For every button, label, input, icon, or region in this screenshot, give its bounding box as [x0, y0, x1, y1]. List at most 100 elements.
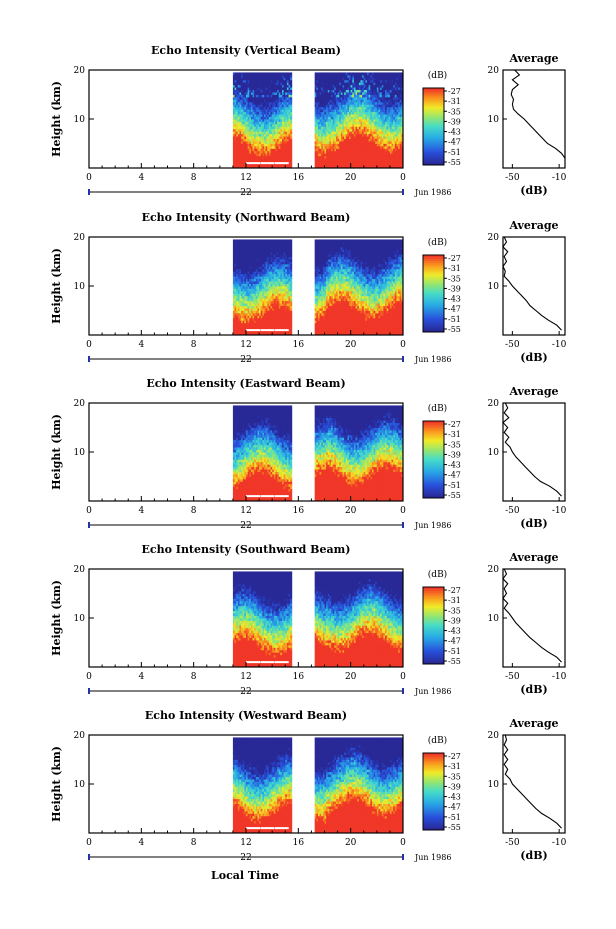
heatmap-cell	[250, 79, 253, 83]
heatmap-cell	[244, 163, 247, 166]
heatmap-cell	[267, 79, 270, 83]
heatmap-cell	[254, 121, 257, 125]
heatmap-cell	[244, 101, 247, 105]
heatmap-cell	[263, 150, 267, 154]
heatmap-cell	[273, 111, 276, 115]
heatmap-cell	[250, 72, 253, 76]
heatmap-cell	[283, 141, 286, 144]
heatmap-cell	[249, 92, 252, 95]
heatmap-cell	[272, 116, 275, 120]
heatmap-cell	[273, 99, 276, 103]
heatmap-cell	[277, 153, 280, 157]
heatmap-cell	[260, 89, 263, 93]
heatmap-cell	[241, 101, 244, 105]
heatmap-cell	[239, 94, 242, 98]
heatmap-cell	[249, 128, 252, 132]
heatmap-cell	[246, 145, 249, 149]
heatmap-cell	[250, 99, 253, 103]
heatmap-cell	[270, 82, 273, 86]
heatmap-cell	[270, 104, 273, 108]
heatmap-cell	[288, 87, 291, 90]
heatmap-cell	[241, 138, 244, 142]
heatmap-cell	[285, 99, 288, 103]
heatmap-cell	[236, 92, 239, 95]
heatmap-cell	[283, 128, 286, 132]
heatmap-cell	[285, 138, 288, 142]
heatmap-cell	[247, 92, 250, 95]
heatmap-cell	[277, 133, 280, 137]
heatmap-cell	[260, 123, 263, 127]
heatmap-cell	[275, 158, 278, 162]
heatmap-cell	[277, 136, 280, 139]
heatmap-cell	[242, 87, 245, 90]
heatmap-cell	[273, 94, 276, 98]
heatmap-cell	[265, 126, 268, 130]
heatmap-cell	[255, 92, 258, 95]
heatmap-cell	[280, 131, 283, 135]
heatmap-cell	[244, 136, 247, 139]
heatmap-cell	[247, 121, 250, 125]
heatmap-cell	[241, 77, 244, 81]
heatmap-cell	[241, 165, 244, 169]
heatmap-cell	[272, 141, 275, 144]
heatmap-cell	[272, 128, 275, 132]
heatmap-cell	[285, 114, 288, 117]
heatmap-cell	[255, 155, 258, 159]
heatmap-cell	[288, 163, 291, 166]
heatmap-cell	[288, 143, 291, 147]
heatmap-cell	[236, 145, 239, 149]
heatmap-cell	[244, 87, 247, 90]
heatmap-cell	[249, 141, 252, 144]
heatmap-cell	[263, 138, 267, 142]
heatmap-cell	[278, 150, 281, 154]
heatmap-cell	[246, 106, 249, 110]
heatmap-cell	[285, 116, 288, 120]
heatmap-cell	[237, 128, 240, 132]
heatmap-cell	[246, 155, 249, 159]
heatmap-cell	[234, 133, 237, 137]
heatmap-cell	[239, 145, 242, 149]
heatmap-cell	[241, 106, 244, 110]
heatmap-cell	[265, 153, 268, 157]
heatmap-cell	[265, 143, 268, 147]
heatmap-cell	[249, 145, 252, 149]
heatmap-cell	[252, 133, 255, 137]
heatmap-cell	[250, 158, 253, 162]
heatmap-cell	[237, 138, 240, 142]
heatmap-cell	[263, 165, 267, 169]
heatmap-cell	[246, 72, 249, 76]
heatmap-cell	[277, 119, 280, 122]
heatmap-cell	[263, 128, 267, 132]
average-y-tick-label: 20	[488, 66, 500, 76]
heatmap-cell	[234, 131, 237, 135]
heatmap-cell	[239, 82, 242, 86]
heatmap-cell	[259, 77, 262, 81]
heatmap-cell	[281, 101, 285, 105]
heatmap-cell	[249, 153, 252, 157]
colorbar-unit: (dB)	[428, 70, 447, 81]
heatmap-cell	[285, 79, 288, 83]
heatmap-cell	[252, 114, 255, 117]
heatmap-cell	[241, 155, 244, 159]
heatmap-cell	[239, 101, 242, 105]
heatmap-cell	[260, 114, 263, 117]
heatmap-cell	[278, 165, 281, 169]
heatmap-cell	[255, 84, 258, 88]
heatmap-cell	[236, 114, 239, 117]
heatmap-cell	[259, 101, 262, 105]
heatmap-cell	[263, 106, 267, 110]
heatmap-cell	[242, 116, 245, 120]
heatmap-cell	[272, 89, 275, 93]
heatmap-cell	[236, 89, 239, 93]
colorbar-tick-label: -31	[448, 97, 461, 106]
heatmap-cell	[265, 145, 268, 149]
heatmap-cell	[280, 109, 283, 113]
heatmap-cell	[232, 128, 235, 132]
heatmap-cell	[270, 101, 273, 105]
heatmap-cell	[241, 96, 244, 100]
heatmap-cell	[275, 84, 278, 88]
heatmap-cell	[252, 123, 255, 127]
heatmap-cell	[250, 77, 253, 81]
heatmap-cell	[234, 136, 237, 139]
